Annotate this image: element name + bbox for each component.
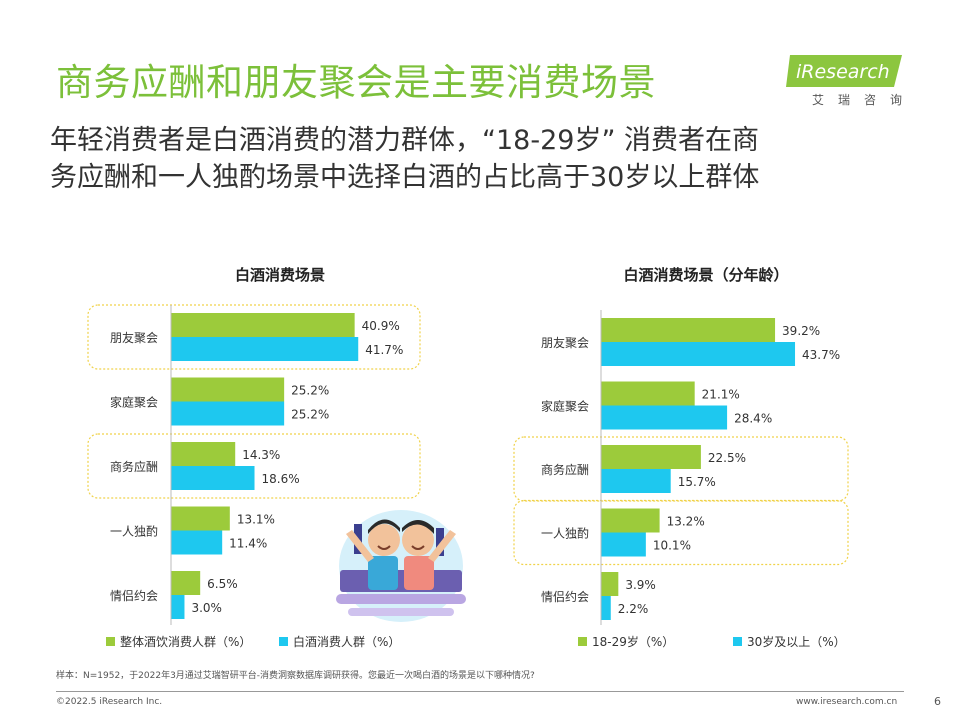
chart-title: 白酒消费场景 [235, 266, 325, 284]
bar [171, 466, 255, 490]
category-label: 情侣约会 [541, 589, 589, 604]
data-label: 6.5% [207, 577, 238, 591]
data-label: 11.4% [229, 537, 267, 551]
bar [601, 572, 619, 596]
category-label: 商务应酬 [110, 459, 158, 474]
iresearch-logo: iResearch [786, 55, 902, 87]
legend-label: 整体酒饮消费人群（%） [120, 634, 251, 649]
footnote: 样本：N=1952，于2022年3月通过艾瑞智研平台-消费洞察数据库调研获得。您… [56, 671, 535, 681]
bar [601, 596, 611, 620]
bar [171, 442, 236, 466]
footer-divider [56, 691, 904, 692]
bar [171, 506, 230, 531]
highlight-box [87, 433, 421, 499]
page-number: 6 [934, 695, 941, 708]
category-label: 商务应酬 [541, 462, 589, 477]
data-label: 21.1% [702, 388, 740, 402]
data-label: 28.4% [734, 412, 772, 426]
bar [601, 469, 671, 493]
bar [171, 401, 285, 426]
data-label: 14.3% [242, 448, 280, 462]
bar [601, 405, 728, 430]
legend-label: 30岁及以上（%） [747, 634, 846, 649]
legend-swatch [733, 637, 742, 646]
bar [171, 571, 201, 595]
bar [171, 530, 223, 555]
bar [171, 337, 359, 361]
data-label: 40.9% [362, 319, 400, 333]
data-label: 3.9% [625, 578, 656, 592]
chart-title: 白酒消费场景（分年龄） [623, 266, 788, 284]
category-label: 一人独酌 [541, 527, 589, 541]
highlight-box [513, 436, 849, 502]
data-label: 43.7% [802, 348, 840, 362]
highlight-box [513, 499, 849, 566]
bar [601, 381, 695, 406]
data-label: 25.2% [291, 384, 329, 398]
bar [171, 377, 285, 402]
data-label: 3.0% [191, 601, 222, 615]
category-label: 一人独酌 [110, 525, 158, 539]
data-label: 10.1% [653, 539, 691, 553]
logo-brand-text: iResearch [796, 61, 890, 83]
data-label: 2.2% [618, 602, 649, 616]
bar [601, 318, 776, 342]
bar [601, 508, 660, 533]
category-label: 朋友聚会 [541, 336, 589, 350]
legend-swatch [279, 637, 288, 646]
bar [171, 595, 185, 619]
website: www.iresearch.com.cn [796, 697, 898, 707]
category-label: 家庭聚会 [110, 395, 158, 410]
bar [601, 445, 701, 469]
data-label: 13.2% [667, 515, 705, 529]
legend-label: 18-29岁（%） [592, 634, 674, 649]
highlight-box [87, 304, 421, 370]
data-label: 22.5% [708, 451, 746, 465]
data-label: 41.7% [365, 343, 403, 357]
bar [171, 313, 355, 337]
bar [601, 532, 646, 557]
bar [601, 342, 796, 366]
category-label: 朋友聚会 [110, 331, 158, 345]
logo-cn-text: 艾瑞咨询 [812, 93, 917, 107]
category-label: 情侣约会 [110, 588, 158, 603]
legend-label: 白酒消费人群（%） [293, 634, 400, 649]
data-label: 15.7% [678, 475, 716, 489]
page-title: 商务应酬和朋友聚会是主要消费场景 [56, 61, 656, 104]
data-label: 13.1% [237, 513, 275, 527]
subtitle-line-1: 年轻消费者是白酒消费的潜力群体，“18-29岁” 消费者在商 [50, 125, 760, 156]
legend-swatch [578, 637, 587, 646]
copyright: ©2022.5 iResearch Inc. [56, 697, 163, 707]
subtitle-line-2: 务应酬和一人独酌场景中选择白酒的占比高于30岁以上群体 [50, 162, 760, 193]
data-label: 39.2% [782, 324, 820, 338]
legend-swatch [106, 637, 115, 646]
data-label: 18.6% [262, 472, 300, 486]
category-label: 家庭聚会 [541, 399, 589, 414]
data-label: 25.2% [291, 408, 329, 422]
friends-cheering-illustration [336, 510, 466, 622]
